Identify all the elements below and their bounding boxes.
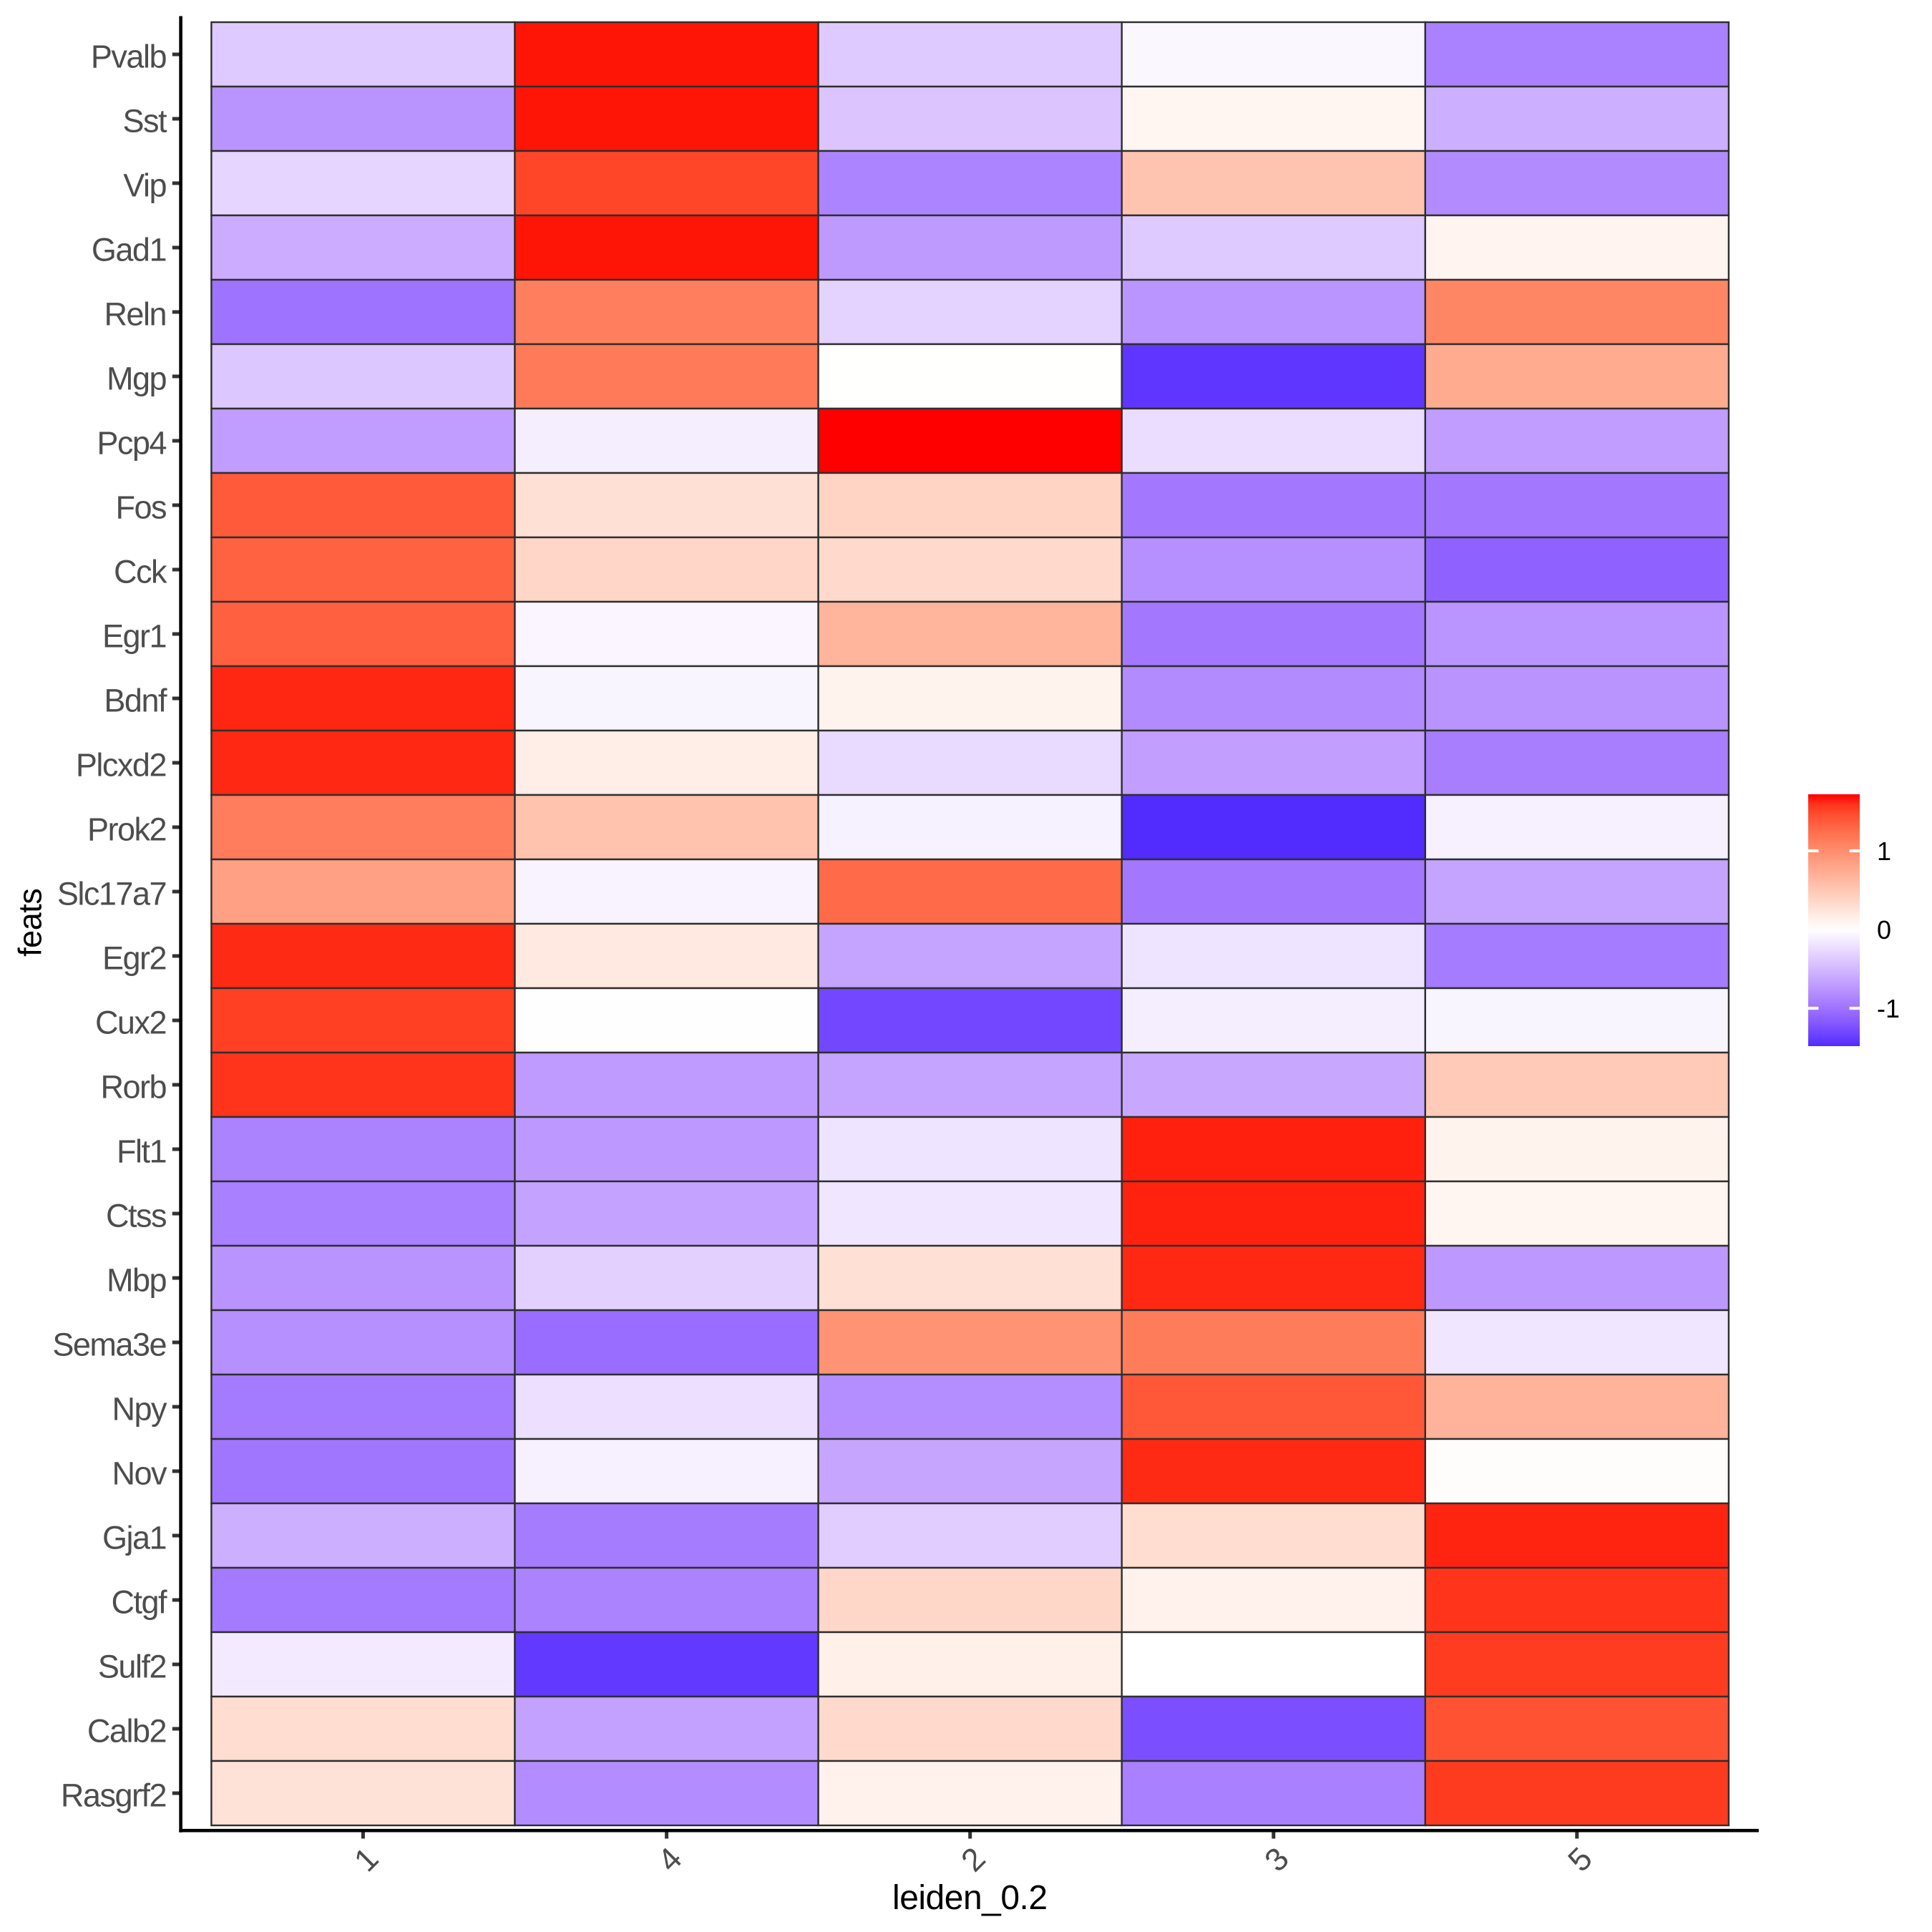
svg-text:Mbp: Mbp [107, 1262, 167, 1299]
svg-text:Rasgrf2: Rasgrf2 [61, 1777, 166, 1814]
svg-text:Gja1: Gja1 [102, 1520, 166, 1556]
svg-text:Gad1: Gad1 [92, 232, 166, 268]
svg-text:Cck: Cck [114, 554, 167, 590]
svg-text:Nov: Nov [112, 1455, 167, 1492]
svg-text:Slc17a7: Slc17a7 [57, 876, 166, 912]
svg-text:leiden_0.2: leiden_0.2 [892, 1879, 1048, 1917]
svg-text:Prok2: Prok2 [87, 811, 166, 848]
svg-text:Fos: Fos [115, 489, 166, 526]
svg-text:Plcxd2: Plcxd2 [76, 747, 166, 784]
svg-text:Mgp: Mgp [107, 361, 167, 397]
svg-text:Vip: Vip [123, 167, 166, 204]
svg-text:0: 0 [1877, 915, 1891, 945]
svg-text:Sst: Sst [122, 103, 167, 140]
svg-text:Rorb: Rorb [100, 1069, 166, 1106]
svg-text:Ctss: Ctss [106, 1198, 166, 1234]
svg-text:Cux2: Cux2 [95, 1005, 166, 1041]
svg-text:Pcp4: Pcp4 [97, 425, 166, 462]
svg-text:1: 1 [1877, 836, 1891, 866]
svg-text:Ctgf: Ctgf [111, 1584, 167, 1621]
svg-text:Sulf2: Sulf2 [98, 1649, 166, 1685]
svg-text:Sema3e: Sema3e [52, 1327, 166, 1363]
svg-text:Egr2: Egr2 [102, 940, 166, 977]
svg-text:feats: feats [12, 889, 49, 957]
svg-text:Pvalb: Pvalb [91, 39, 167, 75]
svg-text:-1: -1 [1877, 994, 1900, 1023]
svg-text:Calb2: Calb2 [87, 1713, 166, 1750]
svg-text:Flt1: Flt1 [117, 1133, 166, 1170]
svg-text:Bdnf: Bdnf [104, 683, 167, 719]
svg-text:Reln: Reln [104, 296, 166, 333]
svg-text:Npy: Npy [112, 1391, 167, 1428]
svg-text:Egr1: Egr1 [102, 618, 166, 655]
